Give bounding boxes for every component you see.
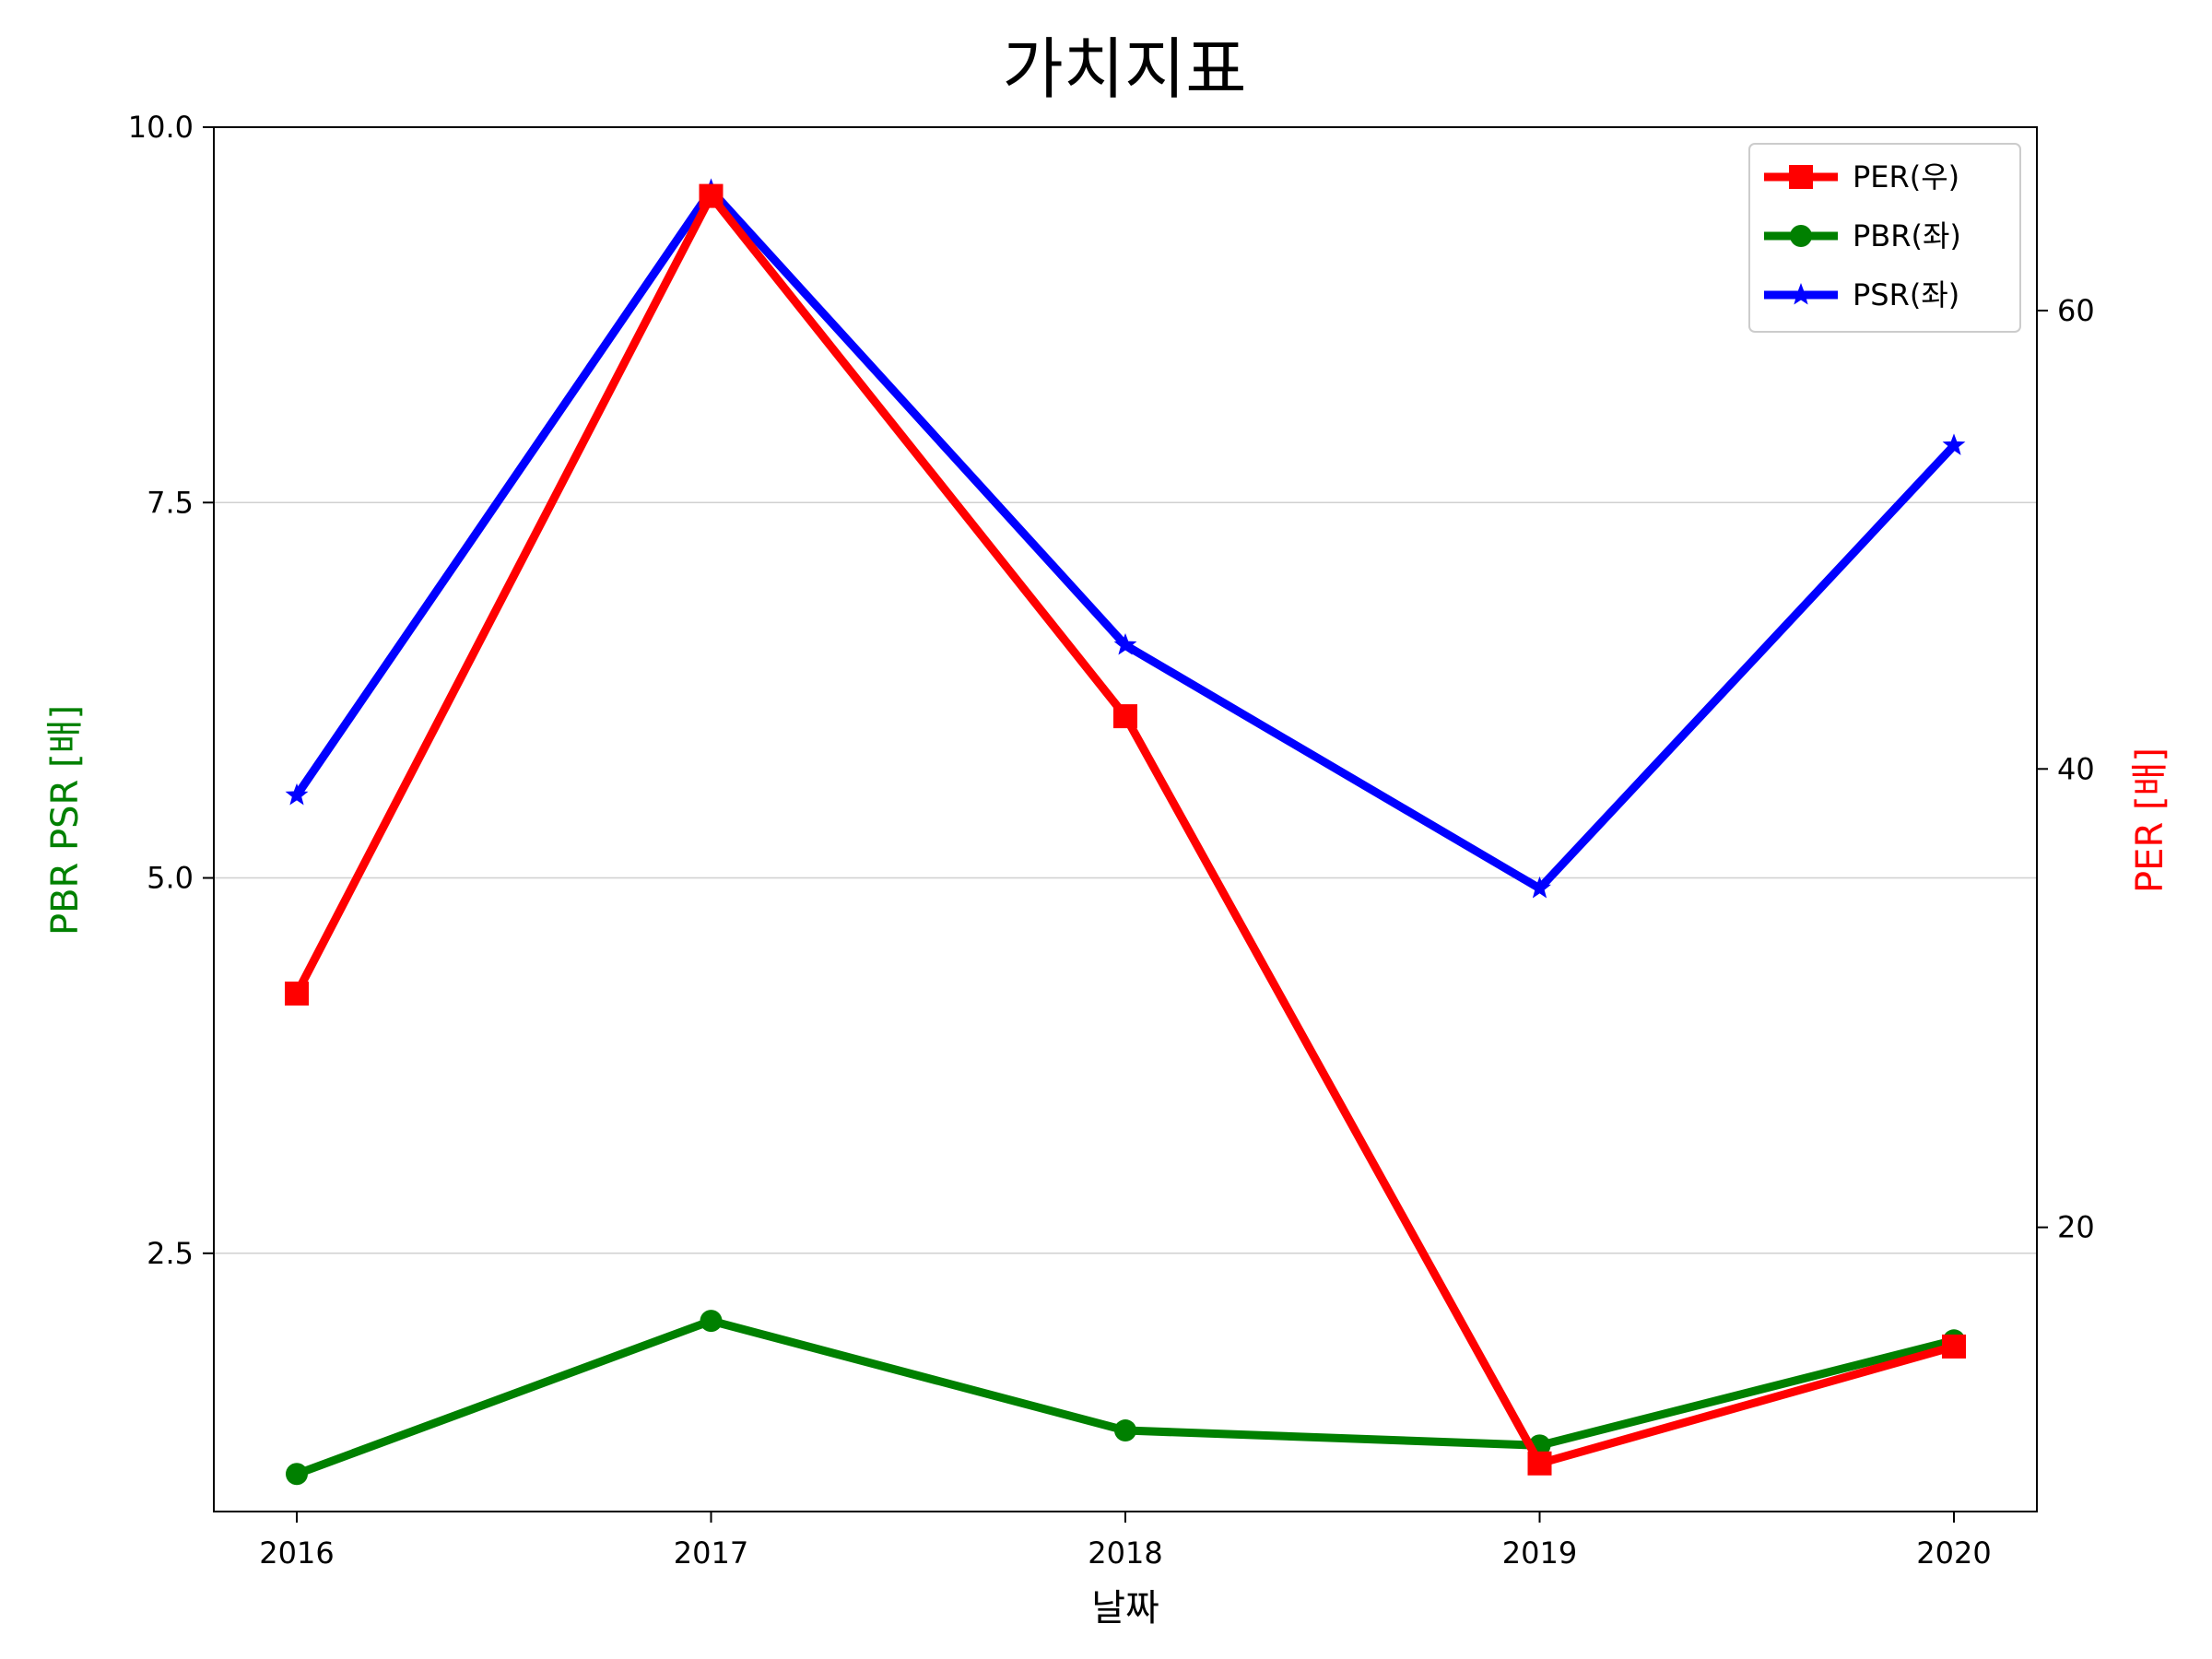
data-point-per xyxy=(1113,704,1137,729)
x-tick-label: 2018 xyxy=(1088,1535,1162,1571)
data-point-per xyxy=(1527,1451,1552,1476)
legend-label-per: PER(우) xyxy=(1853,159,1959,194)
legend-marker-psr xyxy=(1789,283,1813,305)
axis-layer: 2.5 5.0 7.5 10.0 20 40 60 2016 2017 2018 2019 2020 xyxy=(128,110,2095,1571)
series-layer xyxy=(285,178,1966,1486)
left-axis-title: PBR PSR [배] xyxy=(44,705,87,935)
legend-marker-pbr xyxy=(1790,225,1812,247)
data-point-per xyxy=(699,183,724,208)
right-tick-label: 40 xyxy=(2057,751,2095,786)
left-tick-label: 10.0 xyxy=(128,110,194,145)
data-point-pbr xyxy=(700,1310,723,1333)
data-point-psr xyxy=(285,782,309,806)
legend: PER(우) PBR(좌) PSR(좌) xyxy=(1748,143,2021,333)
left-tick-label: 7.5 xyxy=(147,485,194,520)
data-point-pbr xyxy=(1114,1419,1136,1442)
x-tick-label: 2017 xyxy=(674,1535,748,1571)
x-axis-title: 날짜 xyxy=(1091,1587,1159,1630)
legend-label-pbr: PBR(좌) xyxy=(1853,218,1961,253)
x-tick-label: 2020 xyxy=(1916,1535,1991,1571)
left-tick-label: 5.0 xyxy=(147,861,194,896)
data-point-pbr xyxy=(286,1463,308,1486)
chart-title: 가치지표 xyxy=(1003,30,1247,108)
x-tick-label: 2019 xyxy=(1502,1535,1577,1571)
data-point-psr xyxy=(1113,633,1137,655)
data-point-per xyxy=(285,981,309,1006)
right-tick-label: 60 xyxy=(2057,293,2095,328)
data-point-psr xyxy=(1942,433,1966,455)
data-point-psr xyxy=(1528,876,1551,899)
x-tick-label: 2016 xyxy=(259,1535,334,1571)
legend-box xyxy=(1748,143,2021,333)
right-axis-title: PER [배] xyxy=(2129,747,2171,893)
legend-label-psr: PSR(좌) xyxy=(1853,277,1959,312)
left-tick-label: 2.5 xyxy=(147,1236,194,1271)
right-tick-label: 20 xyxy=(2057,1210,2095,1245)
data-point-per xyxy=(1942,1334,1966,1359)
legend-marker-per xyxy=(1789,165,1813,189)
